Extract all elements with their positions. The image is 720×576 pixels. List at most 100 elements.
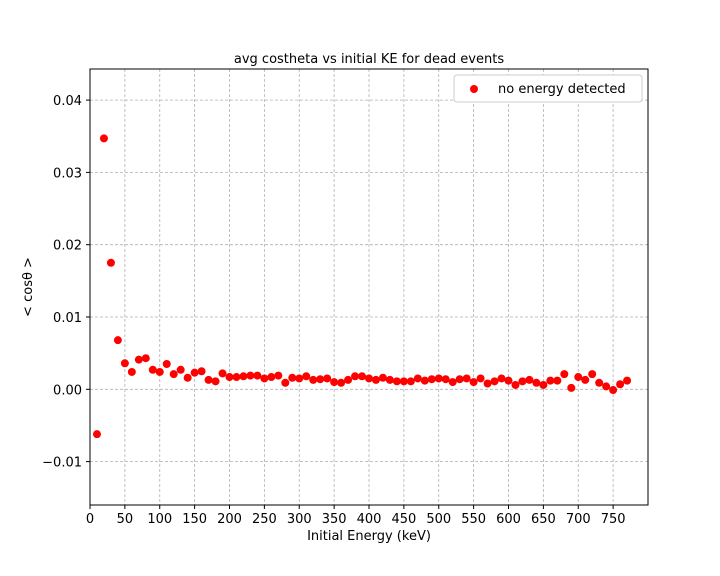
data-point (162, 360, 171, 369)
data-point (330, 378, 339, 387)
data-point (448, 378, 457, 387)
data-point (483, 379, 492, 388)
x-tick-label: 750 (601, 512, 626, 527)
data-point (406, 377, 415, 386)
data-point (253, 371, 262, 380)
data-point (365, 374, 373, 383)
y-axis-label: < cosθ > (21, 257, 36, 317)
data-point (176, 365, 185, 374)
data-point (267, 373, 276, 382)
data-point (211, 377, 220, 386)
data-point (113, 336, 122, 345)
y-tick-label: 0.04 (53, 94, 82, 109)
data-point (218, 369, 227, 378)
data-point (399, 377, 408, 386)
x-tick-label: 400 (357, 512, 382, 527)
data-point (358, 372, 367, 381)
data-point (539, 380, 548, 389)
x-tick-label: 50 (117, 512, 134, 527)
data-point (623, 376, 632, 385)
x-tick-label: 700 (566, 512, 591, 527)
y-tick-label: 0.00 (53, 383, 82, 398)
data-point (420, 376, 429, 385)
y-tick-label: −0.01 (42, 456, 82, 471)
data-point (127, 367, 136, 376)
data-point (246, 371, 255, 380)
data-point (378, 373, 387, 382)
data-point (274, 371, 283, 380)
y-axis-ticks: −0.01 0.00 0.01 0.02 0.03 0.04 (42, 94, 90, 471)
data-point (455, 375, 464, 384)
x-tick-label: 300 (287, 512, 312, 527)
data-point (476, 374, 485, 383)
data-point (316, 375, 325, 384)
data-point (462, 374, 471, 383)
data-point (190, 368, 199, 377)
x-tick-label: 200 (217, 512, 242, 527)
data-point (323, 374, 332, 383)
data-point (490, 377, 499, 386)
data-point (525, 375, 534, 384)
y-tick-label: 0.02 (53, 239, 82, 254)
legend-label: no energy detected (498, 82, 626, 97)
x-tick-label: 0 (86, 512, 94, 527)
legend-box (453, 74, 643, 103)
x-tick-label: 600 (496, 512, 521, 527)
data-point (281, 378, 290, 387)
data-point (337, 378, 346, 387)
data-point (413, 374, 422, 383)
data-point (197, 367, 206, 376)
y-tick-label: 0.01 (53, 311, 82, 326)
data-point (469, 378, 478, 387)
data-point (385, 375, 394, 384)
data-point (532, 378, 541, 387)
data-point (560, 370, 569, 379)
data-point (546, 376, 555, 385)
data-point (567, 383, 576, 392)
x-tick-label: 250 (252, 512, 277, 527)
data-point (134, 355, 143, 364)
data-point (302, 372, 311, 381)
legend-marker (470, 85, 478, 93)
data-point (99, 134, 108, 143)
data-point (344, 375, 353, 384)
data-point (225, 373, 234, 382)
data-point (288, 373, 297, 382)
data-point (141, 354, 150, 363)
x-tick-label: 100 (147, 512, 172, 527)
y-tick-label: 0.03 (53, 166, 82, 181)
data-point (504, 376, 513, 385)
data-point (518, 377, 527, 386)
data-point (92, 430, 101, 439)
data-point (602, 382, 611, 391)
x-tick-label: 550 (461, 512, 486, 527)
data-point (595, 378, 604, 387)
data-point (204, 375, 213, 384)
data-point (581, 375, 590, 384)
data-point (232, 373, 241, 382)
x-axis-label: Initial Energy (keV) (307, 529, 431, 544)
data-point (371, 375, 380, 384)
data-point (588, 370, 597, 379)
data-point (309, 375, 318, 384)
data-point (106, 258, 115, 267)
data-point (351, 372, 360, 381)
data-point (553, 376, 562, 385)
legend: no energy detected (453, 74, 643, 103)
x-axis-ticks: 0 50 100 150 200 250 300 350 400 450 500 550 600 650 7… (86, 505, 626, 527)
chart-title: avg costheta vs initial KE for dead even… (234, 52, 504, 67)
data-point (239, 372, 248, 381)
data-point (616, 380, 625, 389)
data-point (434, 374, 443, 383)
data-point (392, 377, 401, 386)
data-point (155, 367, 164, 376)
data-point (169, 370, 178, 379)
data-point (295, 374, 304, 383)
data-point (120, 359, 129, 368)
data-point (427, 375, 436, 384)
data-point (260, 374, 269, 383)
data-point (511, 380, 520, 389)
x-tick-label: 150 (182, 512, 207, 527)
data-point (183, 373, 192, 382)
